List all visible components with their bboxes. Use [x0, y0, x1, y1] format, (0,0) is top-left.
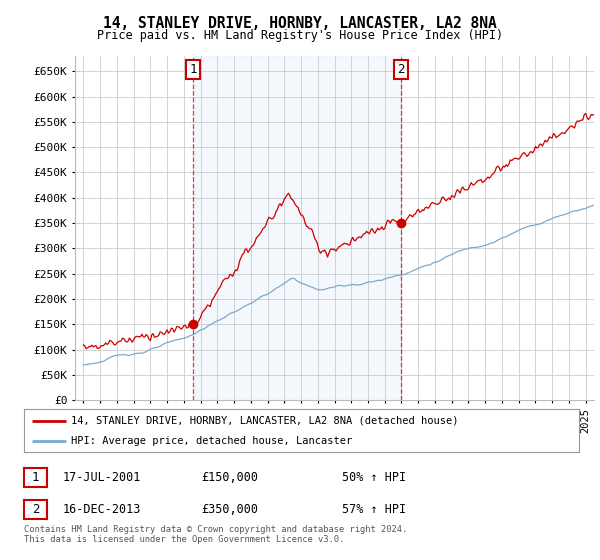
Text: 2: 2	[397, 63, 404, 76]
Text: 57% ↑ HPI: 57% ↑ HPI	[342, 503, 406, 516]
Text: Contains HM Land Registry data © Crown copyright and database right 2024.
This d: Contains HM Land Registry data © Crown c…	[24, 525, 407, 544]
Text: £350,000: £350,000	[201, 503, 258, 516]
Text: £150,000: £150,000	[201, 470, 258, 484]
Text: 14, STANLEY DRIVE, HORNBY, LANCASTER, LA2 8NA: 14, STANLEY DRIVE, HORNBY, LANCASTER, LA…	[103, 16, 497, 31]
Text: Price paid vs. HM Land Registry's House Price Index (HPI): Price paid vs. HM Land Registry's House …	[97, 29, 503, 42]
Text: 1: 1	[189, 63, 197, 76]
Text: 50% ↑ HPI: 50% ↑ HPI	[342, 470, 406, 484]
Text: 16-DEC-2013: 16-DEC-2013	[63, 503, 142, 516]
Text: 14, STANLEY DRIVE, HORNBY, LANCASTER, LA2 8NA (detached house): 14, STANLEY DRIVE, HORNBY, LANCASTER, LA…	[71, 416, 458, 426]
Text: HPI: Average price, detached house, Lancaster: HPI: Average price, detached house, Lanc…	[71, 436, 352, 446]
Text: 17-JUL-2001: 17-JUL-2001	[63, 470, 142, 484]
Bar	[193, 56, 401, 400]
Text: 1: 1	[32, 470, 39, 484]
Text: 2: 2	[32, 503, 39, 516]
